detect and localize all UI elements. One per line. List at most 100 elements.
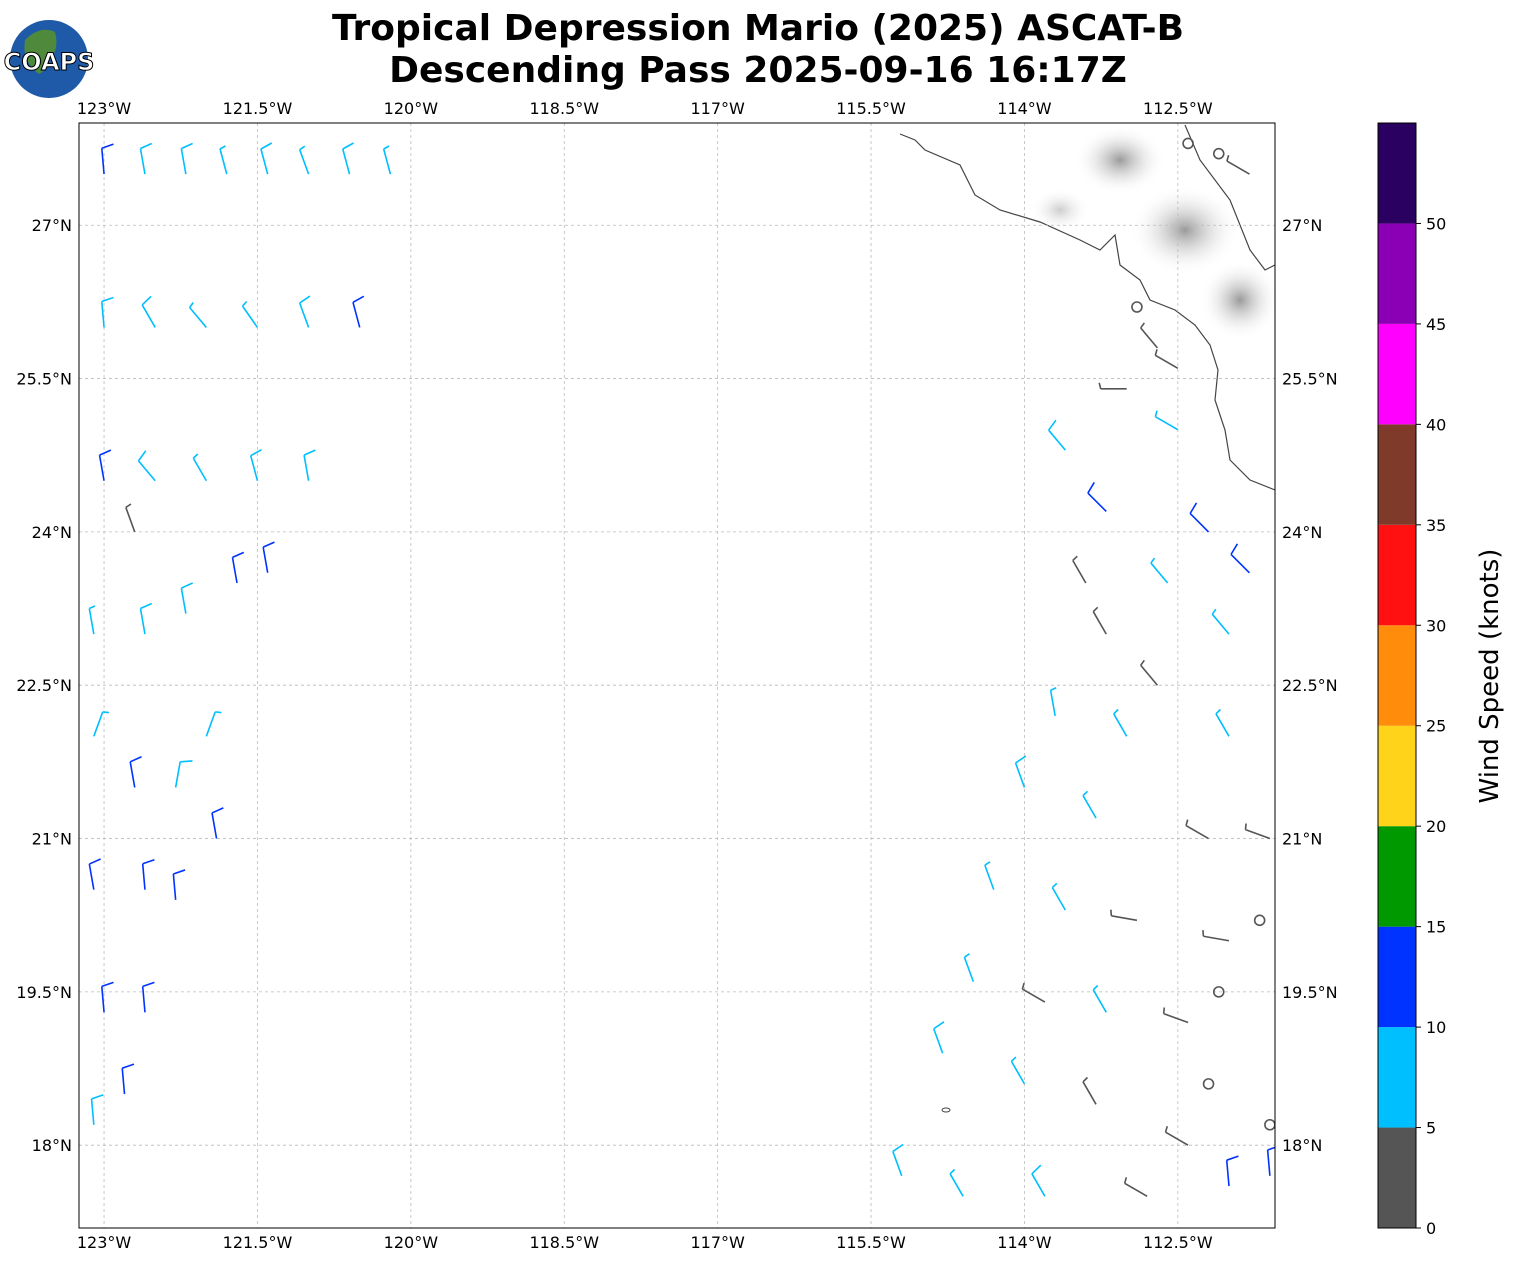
- y-tick-label: 21°N: [32, 830, 72, 849]
- x-tick-label: 115.5°W: [836, 99, 906, 118]
- wind-barb: [249, 448, 262, 481]
- colorbar-segment: [1378, 424, 1416, 525]
- y-tick-label: 19.5°N: [1282, 983, 1338, 1002]
- logo-land: [24, 29, 57, 74]
- y-tick-label: 22.5°N: [1282, 676, 1338, 695]
- terrain: [1075, 125, 1165, 195]
- wind-barb: [1123, 1177, 1148, 1198]
- colorbar-segment: [1378, 625, 1416, 726]
- wind-barb: [1266, 1146, 1275, 1176]
- wind-barb: [137, 450, 156, 482]
- wind-barb: [984, 861, 995, 890]
- colorbar-tick-label: 30: [1426, 616, 1446, 635]
- wind-barb: [1154, 410, 1179, 431]
- wind-barb: [90, 1094, 104, 1125]
- wind-barb: [1230, 543, 1250, 574]
- colorbar-label: Wind Speed (knots): [1475, 549, 1505, 804]
- wind-barb: [1244, 823, 1271, 840]
- wind-barb: [241, 300, 259, 328]
- x-tick-label: 123°W: [77, 1233, 132, 1252]
- colorbar-segment: [1378, 725, 1416, 827]
- barb-layer: [88, 137, 1275, 1198]
- wind-barb: [1049, 687, 1057, 717]
- x-tick-label: 114°W: [997, 99, 1052, 118]
- colorbar-segment: [1378, 524, 1416, 626]
- wind-barb: [932, 1021, 945, 1054]
- map-frame: [78, 122, 1276, 1229]
- x-tick-label: 115.5°W: [836, 1233, 906, 1252]
- wind-barb: [1047, 419, 1066, 451]
- wind-barb: [100, 296, 114, 328]
- y-tick-label: 25.5°N: [16, 370, 72, 389]
- x-tick-label: 118.5°W: [529, 1233, 599, 1252]
- x-tick-label: 123°W: [77, 99, 132, 118]
- wind-barb: [98, 449, 112, 481]
- wind-barb: [1098, 382, 1127, 390]
- wind-barb: [205, 711, 222, 737]
- wind-barb: [231, 551, 245, 584]
- colorbar-frame: [1377, 122, 1417, 1229]
- wind-barb: [1092, 606, 1107, 635]
- wind-barb: [1185, 819, 1209, 840]
- wind-barb: [303, 449, 316, 481]
- wind-barb: [125, 503, 136, 533]
- wind-barb: [219, 145, 228, 175]
- wind-barb: [1092, 984, 1107, 1013]
- wind-barb: [172, 869, 186, 900]
- wind-barb: [341, 142, 354, 175]
- colorbar-tick-label: 35: [1426, 516, 1446, 535]
- wind-barb: [1162, 1007, 1189, 1024]
- wind-barb-calm: [1202, 1078, 1215, 1090]
- wind-barb: [1150, 557, 1169, 584]
- x-tick-label: 120°W: [384, 1233, 439, 1252]
- wind-barb: [180, 582, 193, 614]
- wind-barb: [139, 142, 153, 175]
- y-tick-label: 24°N: [1282, 523, 1322, 542]
- colorbar-segment: [1378, 1127, 1416, 1228]
- colorbar-segment: [1378, 1027, 1416, 1128]
- wind-barb: [121, 1063, 135, 1095]
- wind-barb: [192, 453, 208, 482]
- wind-barb: [1014, 755, 1027, 788]
- logo: COAPS: [3, 20, 95, 98]
- colorbar-segment: [1378, 826, 1416, 927]
- wind-barb: [892, 1143, 904, 1177]
- wind-barb: [1110, 909, 1138, 922]
- wind-barb: [1140, 659, 1159, 686]
- wind-barb: [963, 953, 975, 982]
- x-tick-label: 112.5°W: [1143, 99, 1213, 118]
- wind-barb: [1164, 1126, 1189, 1146]
- colorbar-tick-label: 0: [1426, 1219, 1436, 1238]
- y-tick-label: 18°N: [1282, 1136, 1322, 1155]
- colorbar-segment: [1378, 223, 1416, 324]
- wind-barb: [949, 1168, 964, 1197]
- wind-barb: [1082, 1076, 1097, 1105]
- wind-barb: [129, 756, 142, 788]
- wind-barb: [1202, 930, 1230, 942]
- terrain: [1030, 188, 1090, 232]
- wind-barb: [1215, 708, 1230, 737]
- wind-barb: [1226, 154, 1250, 175]
- chart-title: Tropical Depression Mario (2025) ASCAT-B: [332, 8, 1184, 49]
- wind-barb-calm: [1264, 1118, 1275, 1131]
- x-tick-label: 114°W: [997, 1233, 1052, 1252]
- basemap: [899, 124, 1275, 1113]
- x-tick-label: 117°W: [690, 1233, 745, 1252]
- colorbar-segment: [1378, 323, 1416, 425]
- terrain: [1130, 185, 1240, 275]
- x-tick-label: 118.5°W: [529, 99, 599, 118]
- wind-barb: [1087, 482, 1107, 513]
- wind-barb: [260, 142, 273, 175]
- y-tick-label: 24°N: [32, 523, 72, 542]
- wind-barb: [1010, 1056, 1026, 1085]
- wind-barb: [352, 295, 365, 328]
- wind-barb: [211, 807, 224, 839]
- wind-barb: [1031, 1164, 1046, 1197]
- y-tick-label: 21°N: [1282, 830, 1322, 849]
- wind-barb: [1072, 555, 1087, 584]
- x-tick-label: 120°W: [384, 99, 439, 118]
- wind-barb: [1154, 349, 1179, 370]
- wind-barb: [1211, 608, 1230, 635]
- wind-barb: [1051, 882, 1067, 911]
